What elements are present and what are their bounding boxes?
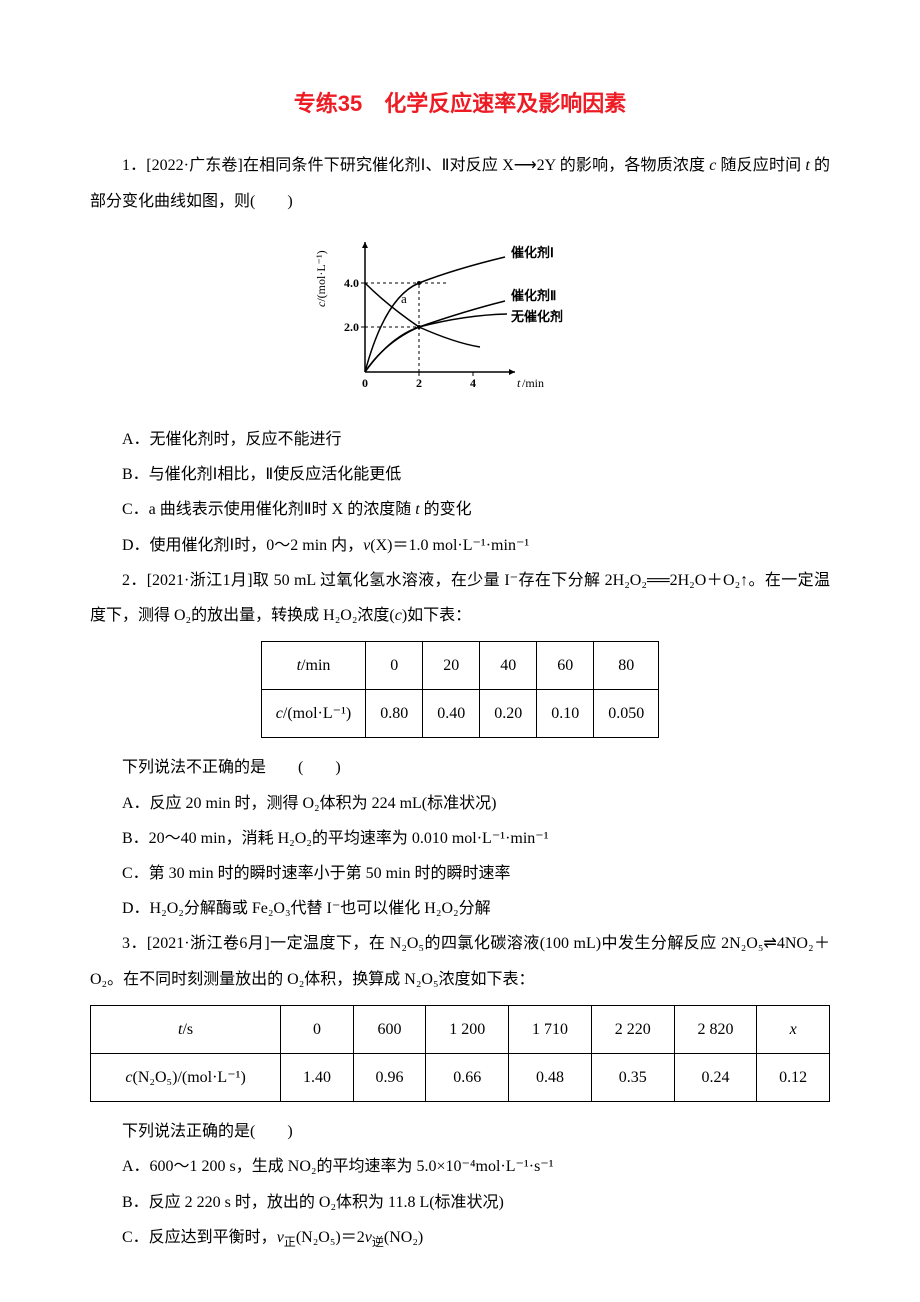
svg-text:4.0: 4.0 — [344, 276, 359, 290]
q3-stem1: 3．[2021·浙江卷6月]一定温度下，在 N₂O₅的四氯化碳溶液(100 mL… — [90, 926, 830, 996]
q3-stem2: 下列说法正确的是( ) — [90, 1114, 830, 1149]
q3-tx-val: x — [790, 1021, 797, 1038]
svg-text:t: t — [517, 376, 521, 390]
q2-optC: C．第 30 min 时的瞬时速率小于第 50 min 时的瞬时速率 — [90, 856, 830, 891]
q2-t2: 40 — [480, 642, 537, 690]
svg-text:催化剂Ⅱ: 催化剂Ⅱ — [511, 288, 556, 303]
q2-table: t/min 0 20 40 60 80 c/(mol·L⁻¹) 0.80 0.4… — [261, 641, 659, 738]
page-title: 专练35 化学反应速率及影响因素 — [90, 80, 830, 128]
q3-optC-mid1: 正 — [284, 1235, 296, 1249]
q2-stem1: 2．[2021·浙江1月]取 50 mL 过氧化氢水溶液，在少量 I⁻存在下分解… — [90, 563, 830, 633]
svg-text:2.0: 2.0 — [344, 320, 359, 334]
q1-optC-post: 的变化 — [420, 501, 472, 518]
q3-c5: 0.24 — [674, 1053, 757, 1101]
svg-text:4: 4 — [470, 376, 476, 390]
q2-t-label: t/min — [261, 642, 365, 690]
svg-text:c/(mol·L⁻¹): c/(mol·L⁻¹) — [315, 250, 328, 307]
svg-text:催化剂Ⅰ: 催化剂Ⅰ — [511, 245, 554, 260]
q3-optB: B．反应 2 220 s 时，放出的 O₂体积为 11.8 L(标准状况) — [90, 1185, 830, 1220]
q3-optC-v2: v — [365, 1229, 372, 1246]
q3-t2: 1 200 — [426, 1005, 509, 1053]
q2-optD: D．H₂O₂分解酶或 Fe₂O₃代替 I⁻也可以催化 H₂O₂分解 — [90, 891, 830, 926]
q1-chart-svg: 0 2 4 2.0 4.0 t /min c/(mol·L⁻¹) a 催化剂Ⅰ … — [315, 227, 605, 397]
q1-stem-p1: 1．[2022·广东卷]在相同条件下研究催化剂Ⅰ、Ⅱ对反应 X⟶2Y 的影响，各… — [122, 157, 709, 174]
svg-text:0: 0 — [362, 376, 368, 390]
q2-t4: 80 — [594, 642, 659, 690]
q3-optC-mid2: (N₂O₅)＝2 — [296, 1229, 365, 1246]
q2-t-unit: /min — [301, 657, 330, 674]
q3-t-unit: /s — [182, 1021, 193, 1038]
q3-tx: x — [757, 1005, 830, 1053]
q3-optA: A．600～1 200 s，生成 NO₂的平均速率为 5.0×10⁻⁴mol·L… — [90, 1149, 830, 1184]
q3-c6: 0.12 — [757, 1053, 830, 1101]
q1-optC-pre: C．a 曲线表示使用催化剂Ⅱ时 X 的浓度随 — [122, 501, 415, 518]
q2-c-var: c — [276, 705, 283, 722]
q3-t3: 1 710 — [509, 1005, 592, 1053]
q3-t1: 600 — [353, 1005, 426, 1053]
q2-t1: 20 — [423, 642, 480, 690]
svg-text:2: 2 — [416, 376, 422, 390]
q3-t0: 0 — [281, 1005, 354, 1053]
q2-t3: 60 — [537, 642, 594, 690]
q2-c0: 0.80 — [366, 690, 423, 738]
q2-c4: 0.050 — [594, 690, 659, 738]
q3-c-label: c(N₂O₅)/(mol·L⁻¹) — [91, 1053, 281, 1101]
q1-chart: 0 2 4 2.0 4.0 t /min c/(mol·L⁻¹) a 催化剂Ⅰ … — [90, 227, 830, 410]
q2-optB: B．20～40 min，消耗 H₂O₂的平均速率为 0.010 mol·L⁻¹·… — [90, 821, 830, 856]
q3-t4: 2 220 — [591, 1005, 674, 1053]
q3-c-unit: (N₂O₅)/(mol·L⁻¹) — [133, 1069, 246, 1086]
q3-optC: C．反应达到平衡时，v正(N₂O₅)＝2v逆(NO₂) — [90, 1220, 830, 1256]
q3-t-label: t/s — [91, 1005, 281, 1053]
q2-c2: 0.20 — [480, 690, 537, 738]
q1-optA: A．无催化剂时，反应不能进行 — [90, 422, 830, 457]
q1-stem-p2: 随反应时间 — [716, 157, 805, 174]
svg-text:a: a — [401, 291, 407, 306]
q1-optD: D．使用催化剂Ⅰ时，0～2 min 内，v(X)＝1.0 mol·L⁻¹·min… — [90, 528, 830, 563]
title-text: 专练35 化学反应速率及影响因素 — [294, 91, 626, 116]
q3-optC-pre: C．反应达到平衡时， — [122, 1229, 277, 1246]
q3-table: t/s 0 600 1 200 1 710 2 220 2 820 x c(N₂… — [90, 1005, 830, 1102]
q3-c1: 0.96 — [353, 1053, 426, 1101]
q2-c1: 0.40 — [423, 690, 480, 738]
q2-stem2: 下列说法不正确的是 ( ) — [90, 750, 830, 785]
q3-t5: 2 820 — [674, 1005, 757, 1053]
q2-optA: A．反应 20 min 时，测得 O₂体积为 224 mL(标准状况) — [90, 786, 830, 821]
q3-optC-mid3: 逆 — [372, 1235, 384, 1249]
table-row: t/s 0 600 1 200 1 710 2 220 2 820 x — [91, 1005, 830, 1053]
q1-optC: C．a 曲线表示使用催化剂Ⅱ时 X 的浓度随 t 的变化 — [90, 492, 830, 527]
q2-c-label: c/(mol·L⁻¹) — [261, 690, 365, 738]
q2-stem1-end: )如下表： — [402, 607, 471, 624]
q3-c-var: c — [125, 1069, 132, 1086]
svg-text:/min: /min — [522, 376, 544, 390]
q2-c3: 0.10 — [537, 690, 594, 738]
q3-c4: 0.35 — [591, 1053, 674, 1101]
q3-c2: 0.66 — [426, 1053, 509, 1101]
q3-optC-v1: v — [277, 1229, 284, 1246]
svg-text:无催化剂: 无催化剂 — [510, 309, 563, 324]
q1-optD-post: (X)＝1.0 mol·L⁻¹·min⁻¹ — [370, 537, 529, 554]
q3-c3: 0.48 — [509, 1053, 592, 1101]
q2-c-unit: /(mol·L⁻¹) — [283, 705, 351, 722]
table-row: c(N₂O₅)/(mol·L⁻¹) 1.40 0.96 0.66 0.48 0.… — [91, 1053, 830, 1101]
q3-optC-end: (NO₂) — [384, 1229, 423, 1246]
q1-optD-pre: D．使用催化剂Ⅰ时，0～2 min 内， — [122, 537, 363, 554]
q2-stem1-c: c — [395, 607, 402, 624]
table-row: c/(mol·L⁻¹) 0.80 0.40 0.20 0.10 0.050 — [261, 690, 658, 738]
q1-stem: 1．[2022·广东卷]在相同条件下研究催化剂Ⅰ、Ⅱ对反应 X⟶2Y 的影响，各… — [90, 148, 830, 218]
q1-optB: B．与催化剂Ⅰ相比，Ⅱ使反应活化能更低 — [90, 457, 830, 492]
table-row: t/min 0 20 40 60 80 — [261, 642, 658, 690]
q2-t0: 0 — [366, 642, 423, 690]
q3-c0: 1.40 — [281, 1053, 354, 1101]
